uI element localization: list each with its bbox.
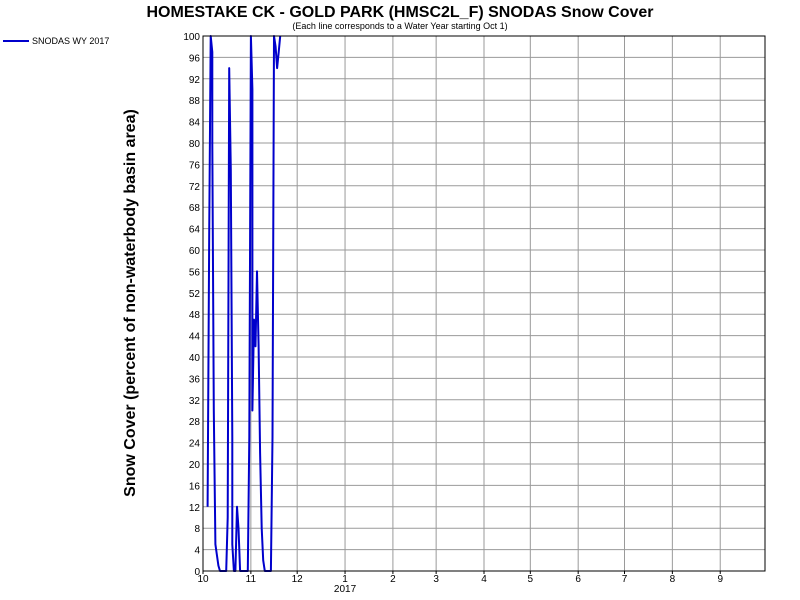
x-tick-label: 5 — [528, 574, 534, 585]
x-tick-label: 6 — [575, 574, 581, 585]
y-tick-label: 4 — [194, 546, 200, 557]
x-tick-label: 8 — [670, 574, 676, 585]
y-tick-label: 56 — [189, 267, 201, 278]
grid-lines — [202, 35, 765, 574]
y-tick-label: 12 — [189, 503, 201, 514]
y-tick-label: 8 — [194, 524, 200, 535]
y-tick-label: 68 — [189, 203, 201, 214]
x-tick-labels: 10 11 12 1 2 3 4 5 6 7 8 9 — [197, 574, 723, 585]
y-tick-label: 0 — [194, 567, 200, 578]
y-tick-label: 44 — [189, 332, 201, 343]
x-tick-label: 4 — [481, 574, 487, 585]
x-tick-label: 1 — [342, 574, 348, 585]
y-tick-label: 92 — [189, 75, 201, 86]
y-tick-label: 60 — [189, 246, 201, 257]
y-tick-label: 88 — [189, 96, 201, 107]
y-tick-label: 28 — [189, 417, 201, 428]
x-tick-label: 11 — [246, 574, 257, 585]
legend: SNODAS WY 2017 — [3, 36, 109, 46]
y-tick-label: 24 — [189, 439, 201, 450]
y-tick-label: 64 — [189, 225, 201, 236]
y-tick-label: 20 — [189, 460, 201, 471]
x-tick-label: 10 — [197, 574, 209, 585]
y-tick-label: 16 — [189, 481, 201, 492]
y-tick-labels: 0481216202428323640444852566064687276808… — [183, 32, 200, 578]
y-axis-label: Snow Cover (percent of non-waterbody bas… — [122, 109, 139, 497]
y-tick-label: 32 — [189, 396, 201, 407]
y-tick-label: 48 — [189, 310, 201, 321]
y-tick-label: 96 — [189, 53, 201, 64]
y-tick-label: 84 — [189, 118, 201, 129]
chart-subtitle: (Each line corresponds to a Water Year s… — [292, 21, 507, 31]
series-line — [206, 35, 282, 572]
legend-entry: SNODAS WY 2017 — [32, 36, 109, 46]
y-tick-label: 100 — [183, 32, 200, 43]
series-group — [206, 35, 282, 572]
chart-title: HOMESTAKE CK - GOLD PARK (HMSC2L_F) SNOD… — [147, 4, 654, 21]
y-tick-label: 80 — [189, 139, 201, 150]
y-tick-label: 52 — [189, 289, 201, 300]
x-year-label: 2017 — [334, 584, 357, 595]
y-tick-label: 72 — [189, 182, 201, 193]
y-tick-label: 76 — [189, 160, 201, 171]
x-tick-label: 7 — [622, 574, 628, 585]
x-tick-label: 2 — [390, 574, 396, 585]
x-tick-label: 12 — [292, 574, 304, 585]
y-tick-label: 36 — [189, 374, 201, 385]
x-tick-label: 3 — [433, 574, 439, 585]
y-tick-label: 40 — [189, 353, 201, 364]
plot-frame — [202, 35, 766, 572]
x-tick-label: 9 — [717, 574, 723, 585]
